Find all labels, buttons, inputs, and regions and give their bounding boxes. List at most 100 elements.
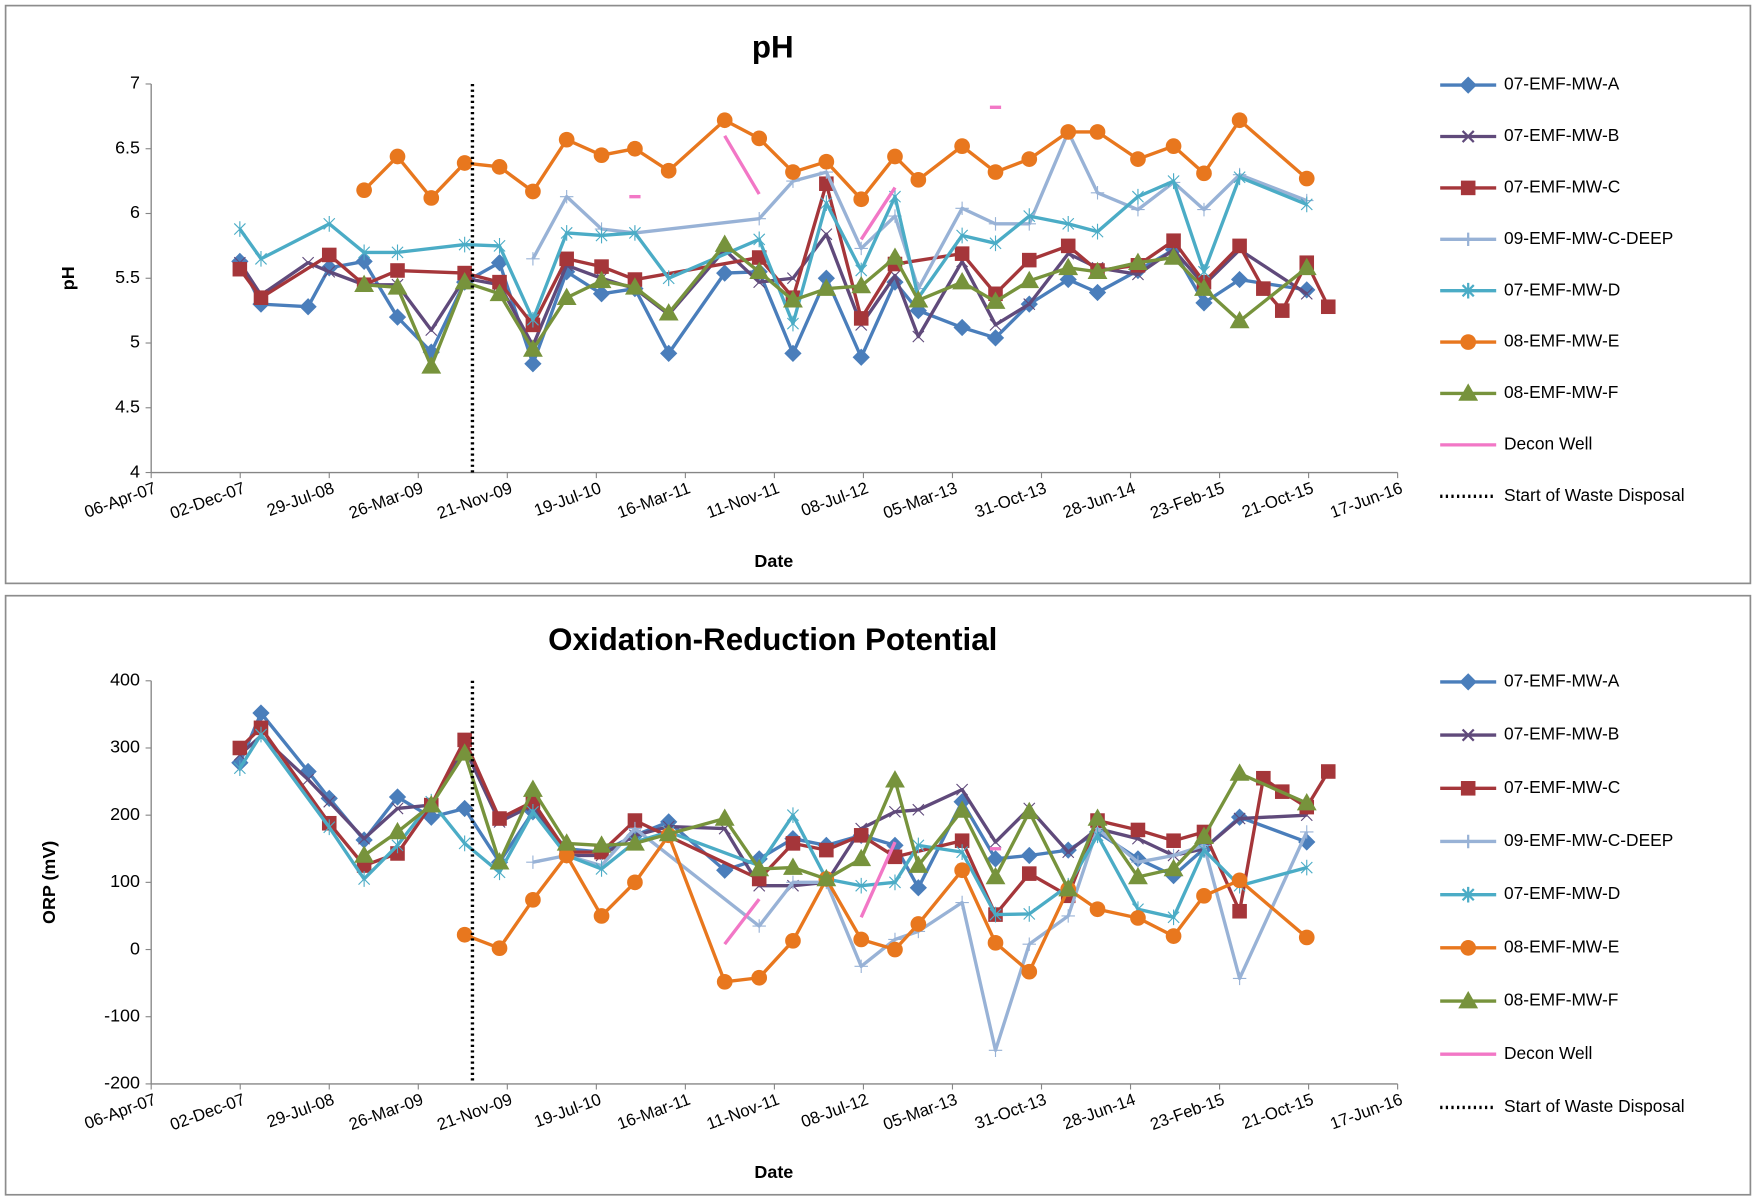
data-point xyxy=(1167,909,1180,926)
data-point xyxy=(956,227,969,244)
data-point xyxy=(556,833,577,851)
data-point xyxy=(591,270,612,289)
data-point xyxy=(593,908,610,924)
data-point xyxy=(1021,151,1038,167)
data-point xyxy=(1090,186,1105,200)
data-point xyxy=(421,795,442,813)
data-point xyxy=(985,291,1006,309)
data-point xyxy=(909,879,927,897)
chart-panel: Oxidation-Reduction Potential -200 -100 0 10… xyxy=(4,594,1752,1196)
data-point xyxy=(526,311,539,328)
data-point xyxy=(526,803,539,820)
data-point xyxy=(1089,901,1106,918)
data-point xyxy=(1060,238,1076,254)
data-point xyxy=(1128,252,1148,270)
y-tick-label: 400 xyxy=(110,670,140,690)
data-point xyxy=(1274,303,1290,318)
data-point xyxy=(910,916,927,932)
data-point xyxy=(853,931,870,948)
data-point xyxy=(1022,937,1036,951)
data-point xyxy=(887,148,903,165)
y-axis-title: ORP (mV) xyxy=(39,841,59,924)
data-point xyxy=(489,852,510,870)
y-tick-label: -100 xyxy=(104,1005,140,1025)
data-point xyxy=(299,298,317,316)
data-point xyxy=(628,821,642,836)
data-point xyxy=(855,262,868,279)
data-point xyxy=(454,743,475,761)
data-point xyxy=(986,850,1005,868)
data-point xyxy=(1296,257,1317,276)
legend-label: Start of Waste Disposal xyxy=(1504,1096,1685,1116)
legend-marker xyxy=(1460,940,1477,956)
chart-title: pH xyxy=(752,30,794,65)
data-point xyxy=(1197,842,1210,858)
y-tick-label: 7 xyxy=(130,73,140,93)
data-point xyxy=(953,318,971,337)
data-point xyxy=(783,290,803,308)
data-point xyxy=(985,866,1006,885)
legend-label: 07-EMF-MW-A xyxy=(1504,74,1620,94)
y-axis-title: pH xyxy=(58,266,78,290)
data-point xyxy=(988,217,1003,231)
data-point xyxy=(458,236,471,253)
data-point xyxy=(522,339,543,357)
data-point xyxy=(556,287,577,305)
data-point xyxy=(716,973,733,990)
data-point xyxy=(660,162,677,179)
data-point xyxy=(358,871,371,887)
data-point xyxy=(1196,887,1212,904)
data-point xyxy=(492,811,507,826)
data-point xyxy=(1229,763,1250,781)
data-point xyxy=(1062,846,1075,859)
series-line xyxy=(238,175,1308,326)
legend-marker xyxy=(1461,232,1475,247)
data-point xyxy=(457,732,472,748)
data-point xyxy=(627,874,643,891)
data-point xyxy=(751,130,768,147)
legend-label: 08-EMF-MW-F xyxy=(1504,990,1618,1010)
data-point xyxy=(1196,165,1212,182)
legend-marker xyxy=(1458,990,1479,1009)
data-point xyxy=(952,272,973,290)
data-point xyxy=(1229,310,1250,329)
data-point xyxy=(820,195,833,211)
data-point xyxy=(1021,252,1037,268)
data-point xyxy=(749,858,770,877)
data-point xyxy=(492,274,507,290)
data-point xyxy=(1233,812,1246,825)
legend-label: 07-EMF-MW-D xyxy=(1504,883,1620,903)
data-point xyxy=(716,264,734,282)
data-point xyxy=(853,191,870,208)
data-point xyxy=(1059,270,1077,289)
data-point xyxy=(1233,169,1246,186)
data-point xyxy=(1088,283,1107,302)
legend-label: 08-EMF-MW-F xyxy=(1504,382,1618,402)
y-tick-label: 300 xyxy=(110,737,140,757)
series-line xyxy=(532,826,1309,1052)
data-point xyxy=(323,216,336,232)
data-point xyxy=(784,344,802,363)
data-point xyxy=(1195,294,1213,312)
data-point xyxy=(819,842,834,858)
y-tick-label: 5.5 xyxy=(115,267,140,287)
data-point xyxy=(956,783,969,796)
data-point xyxy=(425,324,438,337)
data-point xyxy=(1131,855,1145,869)
y-tick-label: 100 xyxy=(110,871,140,891)
data-point xyxy=(1023,208,1036,224)
data-point xyxy=(389,148,406,165)
data-point xyxy=(1166,233,1181,248)
data-point xyxy=(253,290,269,305)
series-line xyxy=(531,130,1308,291)
data-point xyxy=(1130,910,1146,926)
data-point xyxy=(1298,281,1316,299)
data-point xyxy=(885,770,905,788)
data-point xyxy=(854,959,868,974)
data-point xyxy=(987,164,1004,180)
chart-title: Oxidation-Reduction Potential xyxy=(548,622,997,657)
data-point xyxy=(952,800,973,818)
data-point xyxy=(627,813,643,828)
data-point xyxy=(489,283,510,302)
